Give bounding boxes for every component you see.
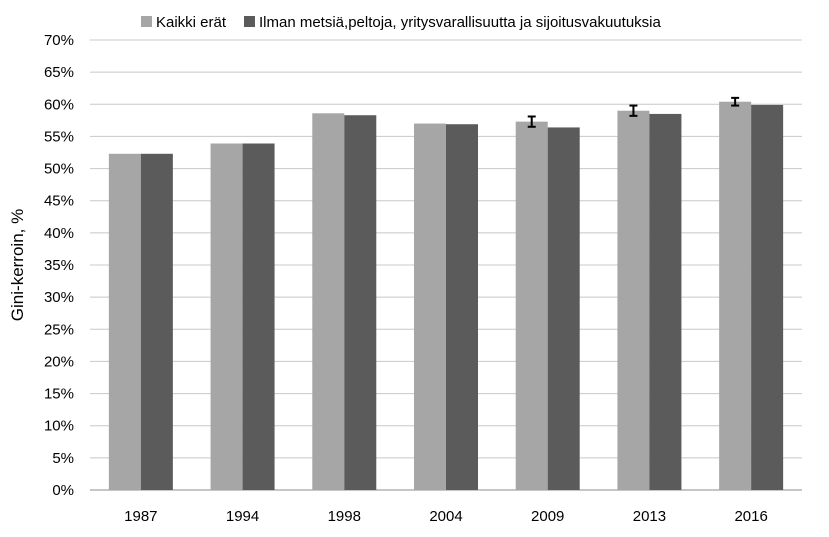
error-bars: [527, 96, 740, 128]
x-axis-tick-labels: 1987 1994 1998 2004 2009 2013 2016: [124, 508, 768, 525]
bar-ilman-1998: [344, 115, 377, 490]
bar-ilman-2009: [547, 127, 580, 490]
bar-kaikki-erat-1998: [312, 113, 345, 491]
bar-kaikki-erat-1987: [108, 153, 141, 491]
bar-ilman-1994: [242, 143, 275, 490]
legend: Kaikki erät Ilman metsiä,peltoja, yritys…: [141, 14, 661, 31]
y-tick-label: 20%: [44, 353, 74, 370]
y-tick-label: 40%: [44, 225, 74, 242]
bar-ilman-2016: [751, 104, 784, 490]
bar-ilman-2013: [649, 113, 682, 490]
y-tick-label: 35%: [44, 257, 74, 274]
y-tick-label: 30%: [44, 289, 74, 306]
bar-kaikki-erat-2016: [719, 101, 752, 490]
x-tick-label: 2013: [633, 508, 666, 525]
bar-kaikki-erat-2009: [515, 121, 548, 491]
legend-label-series-2: Ilman metsiä,peltoja, yritysvarallisuutt…: [259, 14, 661, 31]
y-tick-label: 50%: [44, 161, 74, 178]
y-tick-label: 10%: [44, 418, 74, 435]
bar-ilman-1987: [140, 153, 173, 491]
y-tick-label: 60%: [44, 96, 74, 113]
bar-ilman-2004: [446, 124, 478, 490]
error-bar-2016: [731, 96, 740, 107]
y-tick-label: 25%: [44, 321, 74, 338]
error-bar-2009: [527, 115, 536, 128]
x-tick-label: 2009: [531, 508, 564, 525]
legend-swatch-series-2: [244, 16, 255, 27]
error-bar-2013: [629, 104, 638, 117]
x-tick-label: 2004: [429, 508, 462, 525]
y-tick-label: 65%: [44, 64, 74, 81]
legend-swatch-series-1: [141, 16, 152, 27]
bar-kaikki-erat-2013: [617, 110, 650, 490]
x-tick-label: 1998: [328, 508, 361, 525]
bar-kaikki-erat-1994: [210, 143, 243, 490]
y-tick-label: 15%: [44, 386, 74, 403]
y-axis-title: Gini-kerroin, %: [8, 209, 27, 321]
x-tick-label: 1987: [124, 508, 157, 525]
y-tick-label: 5%: [52, 450, 74, 467]
y-tick-label: 0%: [52, 482, 74, 499]
bar-kaikki-erat-2004: [414, 123, 446, 491]
y-tick-label: 55%: [44, 128, 74, 145]
bars: [108, 101, 784, 491]
x-tick-label: 1994: [226, 508, 259, 525]
y-axis-tick-labels: 0% 5% 10% 15% 20% 25% 30% 35% 40% 45% 50% 55% 60% 65%…: [44, 32, 74, 499]
x-tick-label: 2016: [734, 508, 767, 525]
y-tick-label: 70%: [44, 32, 74, 49]
y-tick-label: 45%: [44, 193, 74, 210]
legend-label-series-1: Kaikki erät: [156, 14, 227, 31]
